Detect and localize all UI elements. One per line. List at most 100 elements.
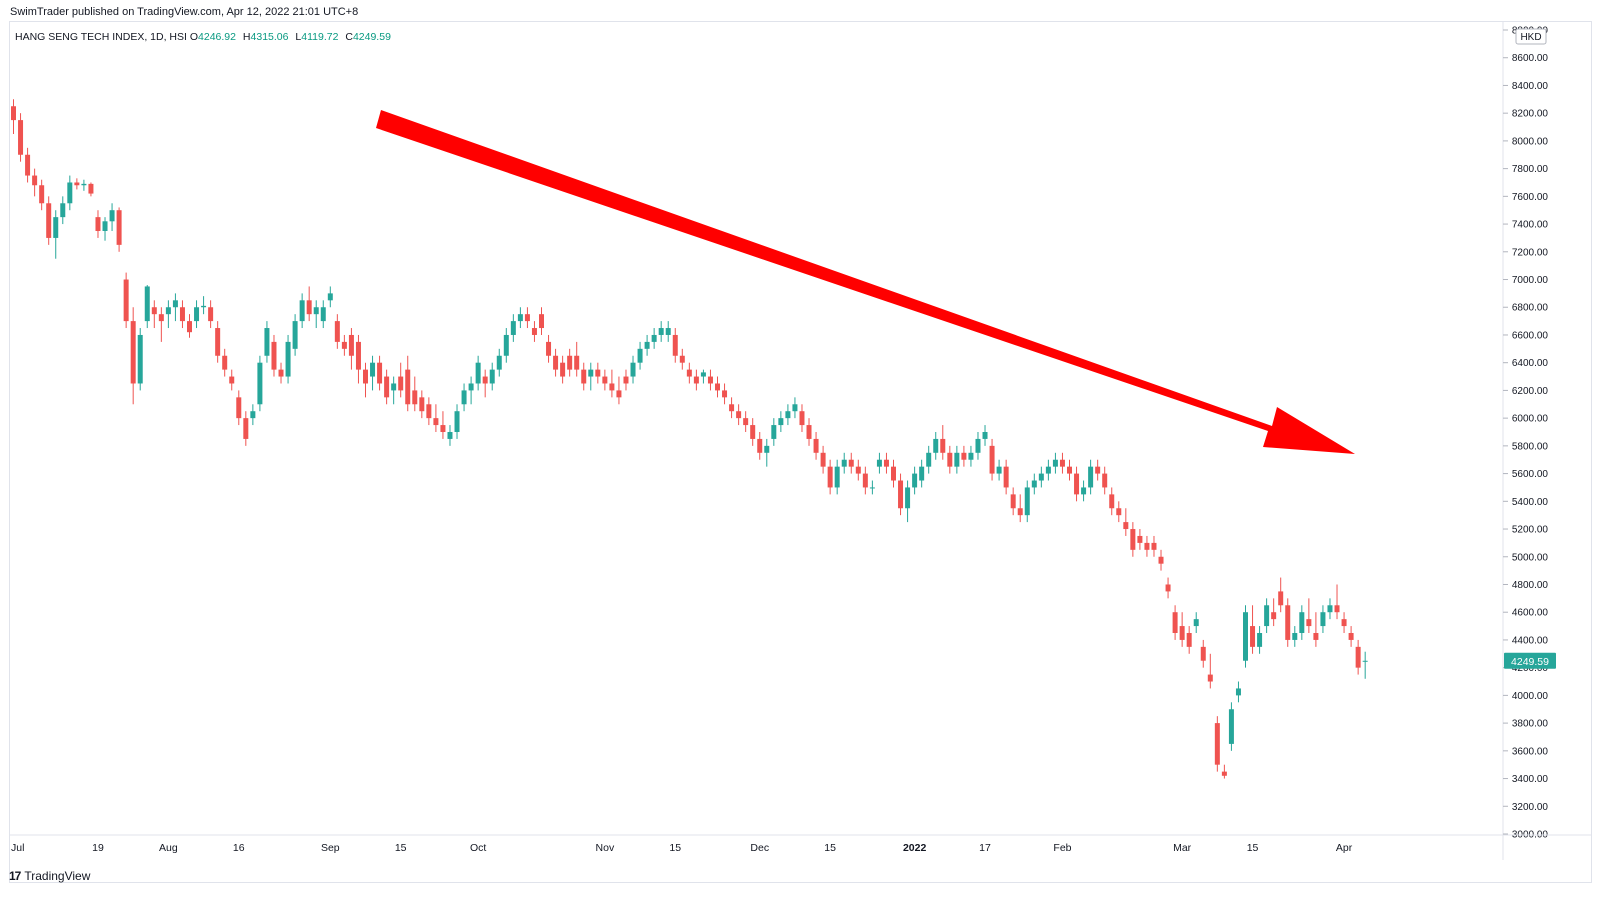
candle bbox=[454, 404, 460, 439]
candle bbox=[630, 355, 636, 384]
y-tick-label: 6400.00 bbox=[1512, 358, 1549, 369]
x-tick-label: Mar bbox=[1173, 842, 1192, 854]
candle bbox=[1292, 626, 1298, 647]
candle bbox=[1243, 605, 1248, 668]
candle-body bbox=[1179, 626, 1185, 640]
candle-body bbox=[553, 355, 559, 370]
candle bbox=[806, 418, 812, 446]
candle bbox=[1348, 626, 1354, 647]
candle bbox=[306, 286, 312, 322]
candle-body bbox=[461, 390, 467, 405]
candle bbox=[271, 334, 277, 377]
candle-body bbox=[18, 120, 24, 155]
candle-body bbox=[961, 452, 967, 460]
tradingview-logo-icon[interactable]: 17 bbox=[9, 869, 21, 883]
candle bbox=[933, 432, 939, 460]
candle-body bbox=[785, 411, 791, 419]
candle-body bbox=[510, 321, 516, 335]
candle-body bbox=[1200, 646, 1206, 661]
candle bbox=[405, 355, 411, 412]
candle-body bbox=[869, 487, 875, 489]
candle bbox=[1228, 702, 1234, 751]
candle-body bbox=[1355, 646, 1361, 668]
candle-body bbox=[32, 175, 38, 186]
candle bbox=[1235, 681, 1241, 703]
candle bbox=[602, 369, 608, 391]
candle-body bbox=[644, 341, 650, 349]
candle-body bbox=[39, 185, 45, 204]
candle bbox=[377, 355, 383, 391]
candle-body bbox=[208, 307, 214, 322]
candle-body bbox=[1186, 633, 1192, 647]
candle bbox=[954, 445, 960, 474]
candle-body bbox=[440, 425, 446, 432]
footer[interactable]: 17 TradingView bbox=[9, 868, 90, 884]
candle bbox=[736, 404, 742, 426]
candle-body bbox=[1024, 487, 1030, 516]
candle bbox=[510, 314, 516, 342]
candle bbox=[137, 328, 143, 391]
y-tick-label: 3200.00 bbox=[1512, 802, 1549, 813]
candle-body bbox=[700, 372, 706, 377]
y-tick-label: 6200.00 bbox=[1512, 386, 1549, 397]
footer-brand[interactable]: TradingView bbox=[24, 869, 91, 883]
candle bbox=[595, 362, 601, 384]
candle bbox=[292, 314, 298, 356]
candle-body bbox=[722, 390, 728, 398]
candle-body bbox=[201, 305, 207, 308]
candle bbox=[208, 300, 214, 329]
candle bbox=[1158, 549, 1164, 571]
legend: HANG SENG TECH INDEX, 1D, HSI O4246.92 H… bbox=[15, 31, 395, 43]
y-tick-label: 5200.00 bbox=[1512, 525, 1549, 536]
candle-body bbox=[1158, 556, 1164, 564]
candle-body bbox=[806, 425, 812, 439]
candle bbox=[968, 445, 974, 467]
candle-body bbox=[482, 376, 488, 384]
candle-body bbox=[46, 203, 52, 238]
candle-body bbox=[1123, 522, 1129, 530]
candle bbox=[194, 300, 200, 329]
candle-body bbox=[158, 314, 164, 322]
y-tick-label: 7000.00 bbox=[1512, 275, 1549, 286]
x-tick-label: 15 bbox=[824, 842, 836, 854]
candle bbox=[250, 404, 256, 426]
candle bbox=[637, 341, 643, 370]
candle bbox=[1130, 522, 1136, 557]
candle-body bbox=[116, 210, 122, 245]
legend-close: 4249.59 bbox=[352, 31, 391, 43]
candle bbox=[123, 272, 129, 329]
candle bbox=[1285, 598, 1291, 647]
y-tick-label: 8600.00 bbox=[1512, 53, 1549, 64]
candle bbox=[743, 411, 749, 432]
candle bbox=[912, 466, 918, 495]
candle-body bbox=[517, 314, 523, 322]
candle bbox=[567, 348, 573, 377]
candle bbox=[257, 355, 263, 412]
y-tick-label: 5400.00 bbox=[1512, 497, 1549, 508]
candle bbox=[327, 286, 333, 308]
candle bbox=[799, 404, 805, 432]
candle bbox=[144, 285, 150, 329]
candle-body bbox=[940, 438, 946, 453]
candle-body bbox=[306, 300, 312, 315]
candle bbox=[1109, 487, 1115, 516]
candle bbox=[53, 210, 59, 259]
chart-frame bbox=[9, 21, 1592, 883]
candle bbox=[236, 390, 242, 426]
publish-line: SwimTrader published on TradingView.com,… bbox=[10, 6, 359, 18]
candle bbox=[672, 328, 678, 363]
candle-body bbox=[602, 376, 608, 384]
y-tick-label: 8200.00 bbox=[1512, 109, 1549, 120]
candle bbox=[531, 321, 537, 342]
candle bbox=[539, 307, 544, 335]
candle-body bbox=[165, 307, 171, 315]
candle bbox=[447, 425, 453, 446]
candle bbox=[813, 432, 819, 460]
candle bbox=[1059, 452, 1065, 474]
x-tick-label: Feb bbox=[1053, 842, 1071, 854]
y-tick-label: 8000.00 bbox=[1512, 136, 1549, 147]
candle-body bbox=[1130, 529, 1136, 550]
candle-body bbox=[391, 383, 397, 391]
candle-body bbox=[672, 334, 678, 356]
